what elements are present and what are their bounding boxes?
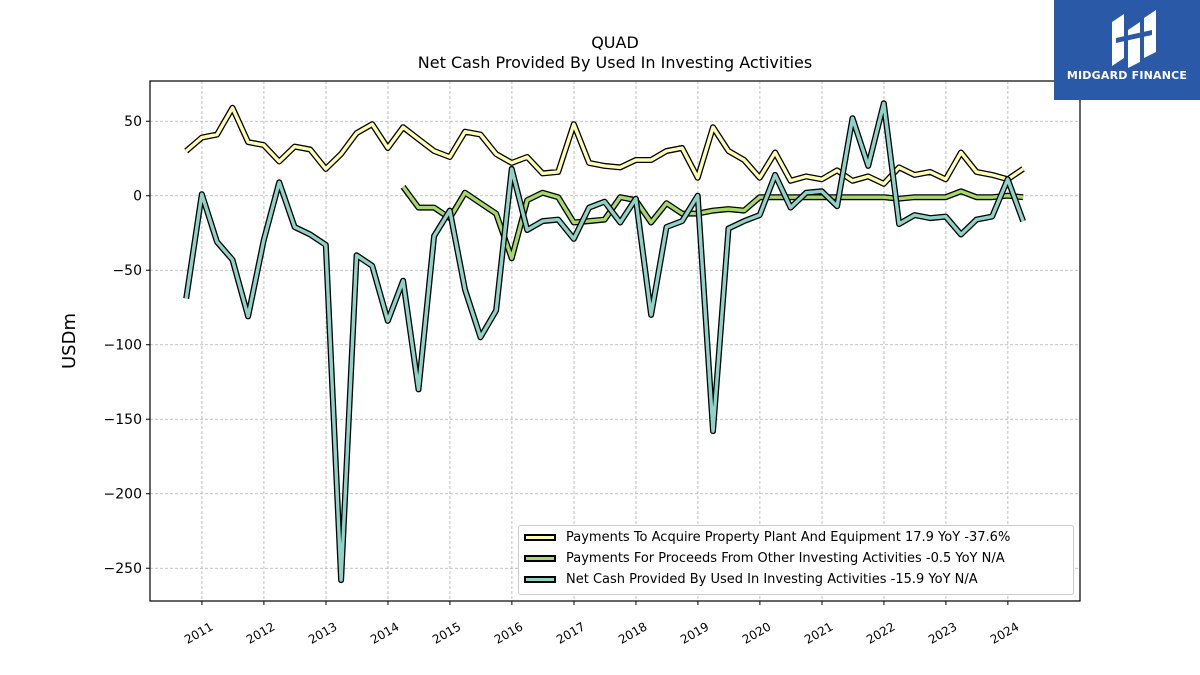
y-tick-label: −50 (112, 263, 142, 279)
y-tick-label: −150 (104, 412, 142, 428)
series-ppe (184, 104, 1025, 187)
x-tick-label: 2017 (554, 619, 587, 646)
x-tick-label: 2022 (864, 619, 897, 646)
legend-item-net: Net Cash Provided By Used In Investing A… (519, 570, 1073, 590)
chart-subtitle: Net Cash Provided By Used In Investing A… (418, 53, 812, 72)
legend-swatch-other (524, 555, 556, 562)
series-other (400, 185, 1024, 262)
x-tick-label: 2024 (988, 619, 1021, 646)
x-tick-label: 2013 (306, 619, 339, 646)
x-tick-label: 2016 (492, 619, 525, 646)
legend-label-other: Payments For Proceeds From Other Investi… (566, 551, 1005, 566)
x-tick-label: 2021 (802, 619, 835, 646)
x-tick-label: 2015 (430, 619, 463, 646)
grid-lines (150, 81, 1080, 601)
series-ppe-outline (184, 104, 1025, 187)
legend-item-ppe: Payments To Acquire Property Plant And E… (519, 528, 1073, 548)
x-tick-label: 2018 (616, 619, 649, 646)
series-lines (183, 100, 1026, 584)
brand-logo: MIDGARD FINANCE (1054, 0, 1200, 100)
y-tick-label: −100 (104, 338, 142, 354)
x-tick-label: 2011 (182, 619, 215, 646)
plot-frame (149, 80, 1081, 602)
chart-title: QUAD (591, 33, 639, 52)
series-net-outline (183, 100, 1026, 584)
series-ppe-line (185, 106, 1025, 186)
y-tick-label: 0 (133, 189, 142, 205)
y-axis-ticks: 50 0 −50 −100 −150 −200 −250 (104, 114, 150, 577)
x-tick-label: 2020 (740, 619, 773, 646)
legend-label-ppe: Payments To Acquire Property Plant And E… (566, 530, 1011, 545)
x-tick-label: 2014 (368, 619, 401, 646)
midgard-logo-icon (1112, 10, 1156, 68)
chart-legend: Payments To Acquire Property Plant And E… (518, 525, 1074, 595)
legend-item-other: Payments For Proceeds From Other Investi… (519, 549, 1073, 569)
brand-name: MIDGARD FINANCE (1066, 69, 1188, 82)
legend-label-net: Net Cash Provided By Used In Investing A… (566, 572, 978, 587)
y-axis-label: USDm (59, 313, 80, 369)
series-net (183, 100, 1026, 584)
y-tick-label: −200 (104, 487, 142, 503)
series-net-line (184, 101, 1025, 582)
y-tick-label: −250 (104, 561, 142, 577)
x-axis-ticks: 2011 2012 2013 2014 2015 2016 2017 2018 2019 2020… (182, 601, 1021, 647)
x-tick-label: 2023 (926, 619, 959, 646)
legend-swatch-net (524, 576, 556, 583)
x-tick-label: 2019 (678, 619, 711, 646)
x-tick-label: 2012 (244, 619, 277, 646)
legend-swatch-ppe (524, 534, 556, 541)
y-tick-label: 50 (124, 114, 142, 130)
